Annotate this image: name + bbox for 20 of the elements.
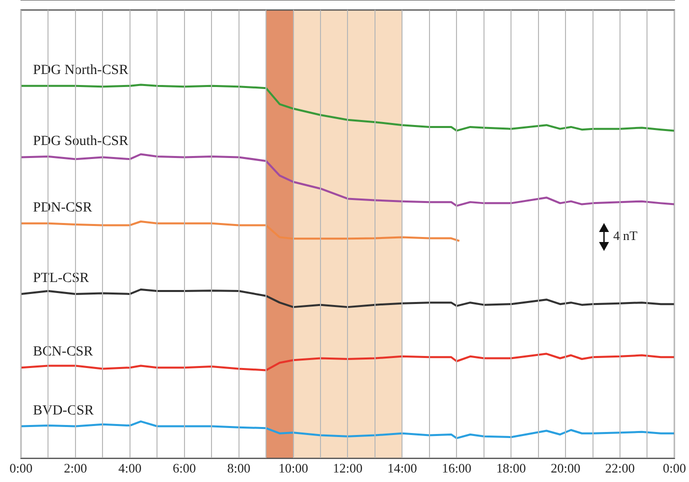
series-label: PTL-CSR — [33, 270, 90, 286]
x-tick-label: 6:00 — [172, 460, 196, 476]
series-label: BCN-CSR — [33, 344, 94, 360]
x-tick-label: 14:00 — [387, 460, 417, 476]
x-tick-label: 22:00 — [605, 460, 635, 476]
x-tick-label: 4:00 — [118, 460, 142, 476]
x-tick-label: 12:00 — [332, 460, 363, 476]
series-label: PDG North-CSR — [33, 62, 129, 78]
x-tick-label: 8:00 — [227, 460, 250, 476]
x-tick-label: 0:00 — [9, 460, 33, 476]
series-label: BVD-CSR — [33, 403, 94, 418]
series-label: PDN-CSR — [33, 200, 93, 216]
x-tick-label: 18:00 — [496, 460, 526, 476]
x-tick-label: 20:00 — [550, 460, 580, 476]
x-tick-label: 0:00 — [662, 460, 686, 476]
series-label: PDG South-CSR — [33, 134, 129, 150]
x-tick-label: 10:00 — [278, 460, 308, 476]
x-tick-label: 2:00 — [64, 460, 88, 476]
x-tick-label: 16:00 — [442, 460, 472, 476]
annotation: 4 nT — [613, 228, 638, 244]
